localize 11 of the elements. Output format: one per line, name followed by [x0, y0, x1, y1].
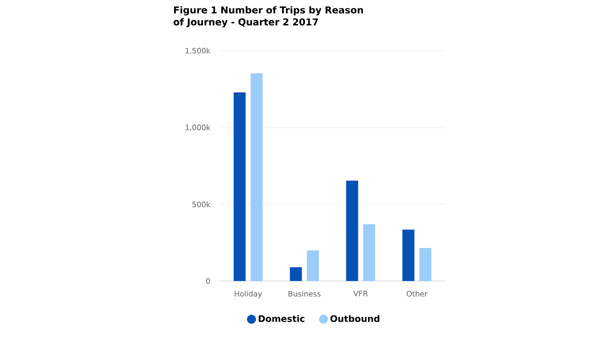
bar — [290, 267, 302, 281]
chart-title: Figure 1 Number of Trips by Reason of Journey - Quarter 2 2017 — [174, 6, 363, 28]
legend-label: Outbound — [330, 315, 380, 322]
bar — [419, 248, 432, 281]
bar — [363, 224, 376, 281]
legend-label: Domestic — [258, 315, 304, 322]
bar — [250, 73, 263, 281]
bar — [346, 180, 358, 281]
bar — [306, 250, 319, 281]
bar — [402, 230, 414, 281]
bar — [234, 92, 246, 281]
